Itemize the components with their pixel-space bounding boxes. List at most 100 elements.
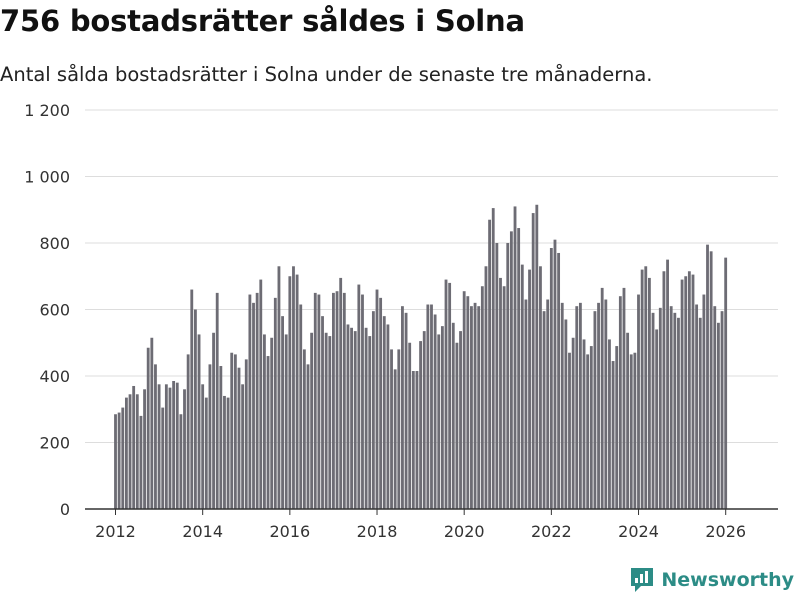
newsworthy-icon <box>631 568 654 592</box>
y-tick-label: 1 200 <box>24 101 70 120</box>
bar <box>426 304 430 509</box>
bar <box>593 311 597 509</box>
bar <box>230 352 234 509</box>
bar <box>172 380 176 509</box>
bar <box>408 342 412 509</box>
bar <box>335 291 339 509</box>
bar <box>346 324 350 509</box>
bar <box>302 349 306 509</box>
bar <box>208 364 212 509</box>
bar <box>263 334 266 509</box>
bar <box>571 337 575 509</box>
bar <box>488 219 492 510</box>
bar <box>499 277 502 509</box>
bar <box>637 294 640 509</box>
bar <box>582 339 586 509</box>
bar <box>713 306 717 509</box>
bar <box>651 312 655 509</box>
bar <box>633 352 637 509</box>
bar <box>655 329 659 509</box>
bar <box>339 277 343 509</box>
bar <box>506 243 510 509</box>
bar <box>135 394 139 509</box>
bar <box>310 332 314 509</box>
bar <box>724 257 728 509</box>
bar <box>658 307 662 509</box>
bar <box>669 306 673 509</box>
bar <box>386 324 390 509</box>
bar <box>597 302 600 509</box>
bar <box>324 332 328 509</box>
x-tick-label: 2026 <box>705 522 746 541</box>
bar <box>440 326 444 510</box>
bar <box>604 299 608 509</box>
bar <box>531 213 535 509</box>
x-tick-label: 2012 <box>95 522 136 541</box>
bar <box>252 302 255 509</box>
y-tick-label: 1 000 <box>24 168 70 187</box>
bar <box>212 332 215 509</box>
bar <box>223 395 226 509</box>
bar <box>371 311 375 509</box>
x-tick-label: 2022 <box>531 522 572 541</box>
bar <box>484 266 488 509</box>
x-tick-label: 2018 <box>357 522 398 541</box>
bar <box>284 334 288 509</box>
bar <box>299 304 303 509</box>
x-tick-label: 2016 <box>269 522 310 541</box>
bar <box>535 204 539 509</box>
bar <box>480 286 484 509</box>
bar <box>357 284 361 509</box>
bar <box>444 279 448 509</box>
bar <box>313 292 317 510</box>
bar <box>589 346 593 509</box>
bar <box>513 206 517 509</box>
bar <box>292 266 295 509</box>
bar <box>244 359 248 510</box>
bar <box>608 339 611 509</box>
bar <box>190 289 194 509</box>
bar <box>477 306 481 509</box>
bar <box>684 276 688 509</box>
bar <box>175 382 179 509</box>
highlight-data-label: 756 <box>718 0 749 4</box>
bar <box>157 384 161 509</box>
bar <box>524 299 528 509</box>
bar <box>332 292 335 510</box>
bar <box>361 294 364 509</box>
bar <box>382 316 386 509</box>
bar <box>226 397 230 509</box>
bar <box>154 364 157 509</box>
bar <box>194 309 197 509</box>
bar <box>622 287 626 509</box>
bar <box>197 334 201 509</box>
bar <box>539 266 542 509</box>
bar <box>586 354 590 509</box>
bar <box>128 394 132 509</box>
bar <box>520 264 524 509</box>
bar <box>143 389 146 509</box>
x-tick-label: 2024 <box>618 522 659 541</box>
bar <box>266 356 270 509</box>
bar <box>233 354 237 509</box>
bar <box>401 306 404 509</box>
bar <box>640 269 644 509</box>
bar <box>557 252 561 509</box>
bar <box>677 317 680 509</box>
bar <box>560 302 564 509</box>
bar <box>132 385 136 509</box>
bar <box>528 269 531 509</box>
bar <box>578 302 582 509</box>
bar <box>451 322 455 509</box>
bar <box>687 271 691 509</box>
bar <box>662 271 666 509</box>
bar <box>248 294 252 509</box>
bar <box>618 296 622 509</box>
bar <box>183 389 186 509</box>
bar <box>390 349 393 509</box>
bar <box>430 304 433 509</box>
bar <box>422 331 426 509</box>
bar <box>161 407 165 509</box>
bar <box>364 327 368 509</box>
